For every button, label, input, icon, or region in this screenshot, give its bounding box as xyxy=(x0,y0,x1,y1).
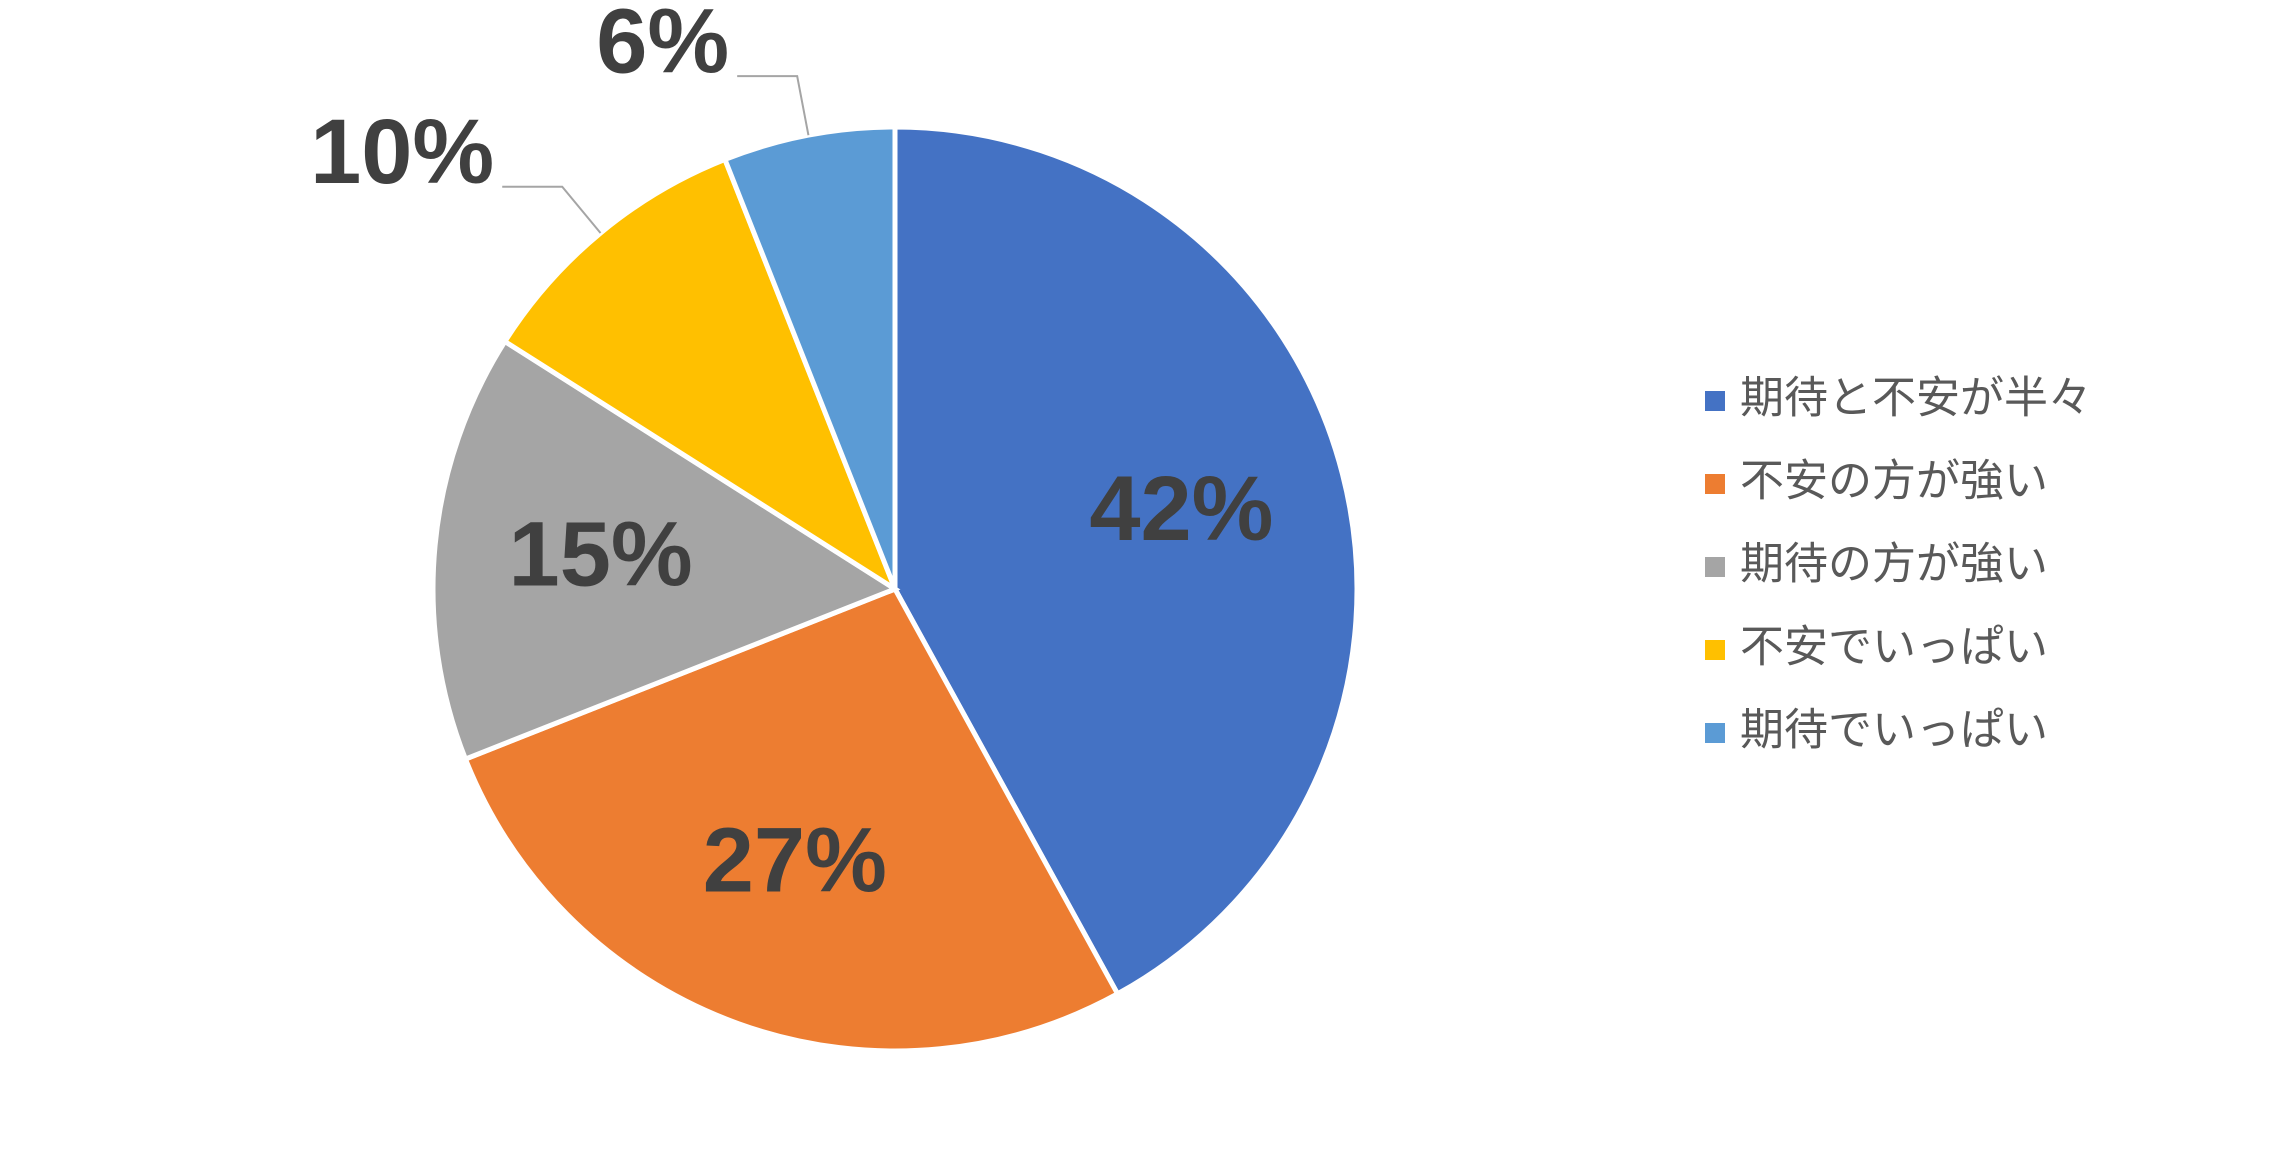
data-label: 6% xyxy=(596,0,729,92)
data-label: 42% xyxy=(1089,458,1273,560)
legend-label: 不安の方が強い xyxy=(1740,457,2048,506)
leader-line xyxy=(502,185,602,234)
data-label: 10% xyxy=(310,101,494,203)
data-label: 27% xyxy=(703,809,887,911)
pie-slice xyxy=(430,337,901,763)
legend-label: 期待でいっぱい xyxy=(1740,706,2048,755)
data-label: 15% xyxy=(509,503,693,605)
legend-swatch xyxy=(1705,391,1725,411)
legend-label: 期待と不安が半々 xyxy=(1740,374,2092,423)
pie-slice xyxy=(892,124,1360,998)
leader-line xyxy=(737,75,810,136)
legend-label: 不安でいっぱい xyxy=(1740,623,2048,672)
pie-slice xyxy=(462,585,1121,1054)
pie-slice xyxy=(501,156,901,596)
legend-swatch xyxy=(1705,723,1725,743)
legend-label: 期待の方が強い xyxy=(1740,540,2048,589)
legend-swatch xyxy=(1705,557,1725,577)
legend-swatch xyxy=(1705,474,1725,494)
legend-swatch xyxy=(1705,640,1725,660)
